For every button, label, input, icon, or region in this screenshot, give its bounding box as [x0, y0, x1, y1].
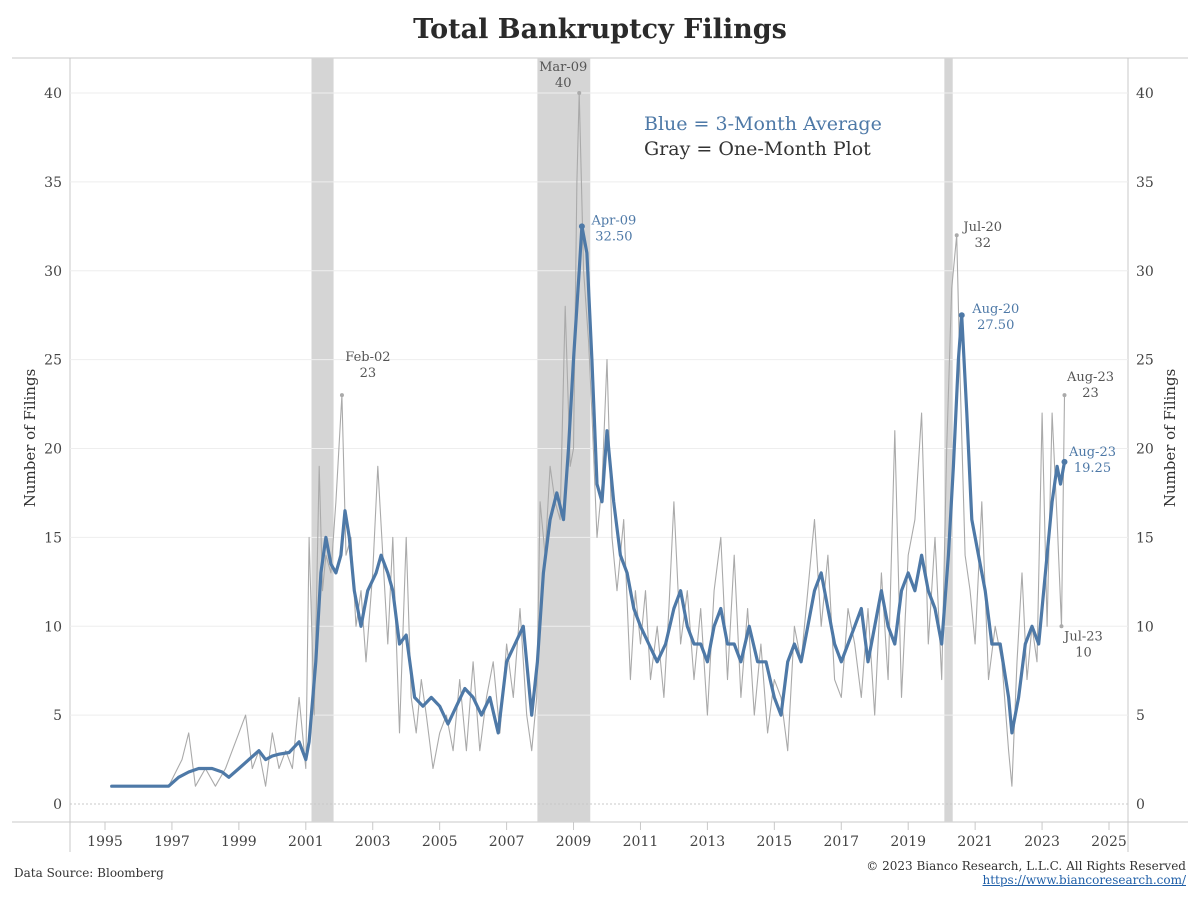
annotation-label-7: Jul-23 — [1062, 629, 1103, 644]
x-tick-2009: 2009 — [556, 834, 592, 850]
y-tick-right-15: 15 — [1136, 530, 1154, 546]
annotation-value-1: 40 — [555, 76, 572, 91]
annotation-value-2: 32.50 — [595, 229, 632, 244]
annotation-marker-0 — [339, 393, 344, 398]
x-tick-2019: 2019 — [890, 834, 926, 850]
y-tick-left-5: 5 — [53, 708, 62, 724]
y-tick-right-20: 20 — [1136, 442, 1154, 458]
y-axis-label-left: Number of Filings — [21, 368, 39, 508]
x-tick-1997: 1997 — [154, 834, 190, 850]
y-tick-left-40: 40 — [44, 86, 62, 102]
y-tick-left-20: 20 — [44, 442, 62, 458]
y-tick-left-0: 0 — [53, 797, 62, 813]
y-tick-right-30: 30 — [1136, 264, 1154, 280]
annotation-marker-1 — [577, 91, 582, 95]
annotation-value-3: 32 — [974, 236, 991, 251]
website-link[interactable]: https://www.biancoresearch.com/ — [982, 873, 1186, 887]
annotation-value-4: 27.50 — [977, 318, 1014, 333]
y-tick-left-15: 15 — [44, 530, 62, 546]
annotation-label-3: Jul-20 — [961, 220, 1002, 235]
y-tick-right-40: 40 — [1136, 86, 1154, 102]
annotation-label-0: Feb-02 — [345, 350, 390, 365]
annotation-marker-7 — [1059, 624, 1064, 629]
x-tick-2007: 2007 — [489, 834, 525, 850]
annotation-label-2: Apr-09 — [590, 213, 636, 228]
x-axis: 1995 1997 1999 2001 2003 2005 2007 2009 2011 2013… — [87, 822, 1127, 850]
copyright-text: © 2023 Bianco Research, L.L.C. All Right… — [866, 859, 1186, 873]
y-tick-right-0: 0 — [1136, 797, 1145, 813]
x-tick-1995: 1995 — [87, 834, 123, 850]
annotations: Feb-0223Mar-0940Apr-0932.50Jul-2032Aug-2… — [339, 60, 1116, 660]
legend-entry-monthly: Gray = One-Month Plot — [644, 138, 871, 160]
annotation-marker-4 — [958, 312, 965, 319]
x-tick-2023: 2023 — [1024, 834, 1060, 850]
y-tick-left-35: 35 — [44, 175, 62, 191]
recession-band-2 — [944, 58, 953, 822]
legend-entry-average: Blue = 3-Month Average — [644, 113, 882, 135]
x-tick-2011: 2011 — [623, 834, 659, 850]
footer-credits: © 2023 Bianco Research, L.L.C. All Right… — [866, 859, 1186, 887]
y-tick-left-30: 30 — [44, 264, 62, 280]
legend: Blue = 3-Month Average Gray = One-Month … — [644, 112, 882, 162]
x-tick-2003: 2003 — [355, 834, 391, 850]
annotation-value-7: 10 — [1075, 645, 1092, 660]
x-tick-1999: 1999 — [221, 834, 257, 850]
y-axis-right: 0 5 10 15 20 25 30 35 40 — [1136, 86, 1154, 813]
plot-frame — [12, 57, 1188, 852]
y-tick-left-10: 10 — [44, 619, 62, 635]
annotation-marker-6 — [1061, 458, 1068, 465]
annotation-label-1: Mar-09 — [539, 60, 587, 75]
y-tick-right-35: 35 — [1136, 175, 1154, 191]
x-tick-2015: 2015 — [757, 834, 793, 850]
series-layer — [110, 92, 1067, 788]
y-tick-right-10: 10 — [1136, 619, 1154, 635]
annotation-marker-3 — [954, 233, 959, 238]
annotation-marker-2 — [578, 223, 585, 230]
annotation-label-4: Aug-20 — [971, 302, 1019, 317]
annotation-label-5: Aug-23 — [1066, 370, 1114, 385]
data-source: Data Source: Bloomberg — [14, 866, 164, 880]
x-tick-2001: 2001 — [288, 834, 324, 850]
y-tick-right-5: 5 — [1136, 708, 1145, 724]
gridlines — [70, 92, 1128, 805]
x-tick-2017: 2017 — [823, 834, 859, 850]
annotation-value-6: 19.25 — [1074, 461, 1111, 476]
x-tick-2021: 2021 — [957, 834, 993, 850]
y-tick-right-25: 25 — [1136, 353, 1154, 369]
x-tick-2005: 2005 — [422, 834, 458, 850]
recession-bands — [311, 58, 953, 822]
y-axis-label-right: Number of Filings — [1161, 368, 1179, 508]
annotation-marker-5 — [1062, 393, 1067, 398]
series-line-3-month-average — [110, 224, 1067, 788]
recession-band-1 — [537, 58, 591, 822]
chart-title: Total Bankruptcy Filings — [413, 14, 787, 45]
y-tick-left-25: 25 — [44, 353, 62, 369]
annotation-value-0: 23 — [360, 366, 377, 381]
annotation-label-6: Aug-23 — [1068, 445, 1116, 460]
y-axis-left: 0 5 10 15 20 25 30 35 40 — [44, 86, 62, 813]
series-line-one-month — [111, 92, 1066, 787]
x-tick-2025: 2025 — [1091, 834, 1127, 850]
x-tick-2013: 2013 — [690, 834, 726, 850]
annotation-value-5: 23 — [1082, 386, 1099, 401]
